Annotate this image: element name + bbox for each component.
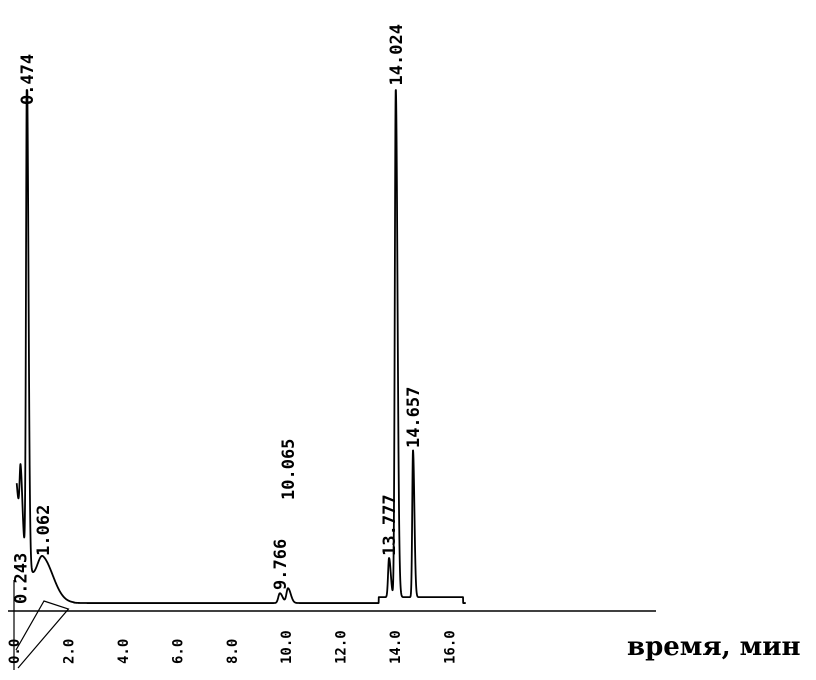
label-layer: 0.243 0.474 1.062 9.766 10.065 13.777 14.024 14… [12, 24, 424, 604]
x-tick-label: 10.0 [279, 630, 295, 664]
x-tick-label: 0.0 [7, 639, 23, 664]
baseline-integration-triangle [15, 600, 70, 669]
peak-label: 0.474 [18, 54, 38, 105]
peak-label: 10.065 [279, 439, 299, 500]
x-tick-label: 4.0 [116, 639, 132, 664]
axis-layer [8, 580, 656, 670]
x-tick-label: 14.0 [388, 630, 404, 664]
peak-label: 14.657 [404, 387, 424, 448]
x-tick-label: 16.0 [443, 630, 459, 664]
tick-layer: 0.0 2.0 4.0 6.0 8.0 10.0 12.0 14.0 16.0 [7, 630, 459, 664]
trace-layer [15, 89, 467, 604]
x-axis-title: время, мин [627, 632, 801, 662]
peak-label: 0.243 [12, 553, 32, 604]
x-tick-label: 12.0 [334, 630, 350, 664]
x-tick-label: 2.0 [61, 639, 77, 664]
chromatogram-trace [15, 89, 467, 604]
peak-label: 1.062 [34, 505, 54, 556]
peak-label: 9.766 [271, 539, 291, 590]
peak-label: 14.024 [387, 24, 407, 85]
x-tick-label: 6.0 [170, 639, 186, 664]
peak-label: 13.777 [380, 494, 400, 555]
x-tick-label: 8.0 [225, 639, 241, 664]
